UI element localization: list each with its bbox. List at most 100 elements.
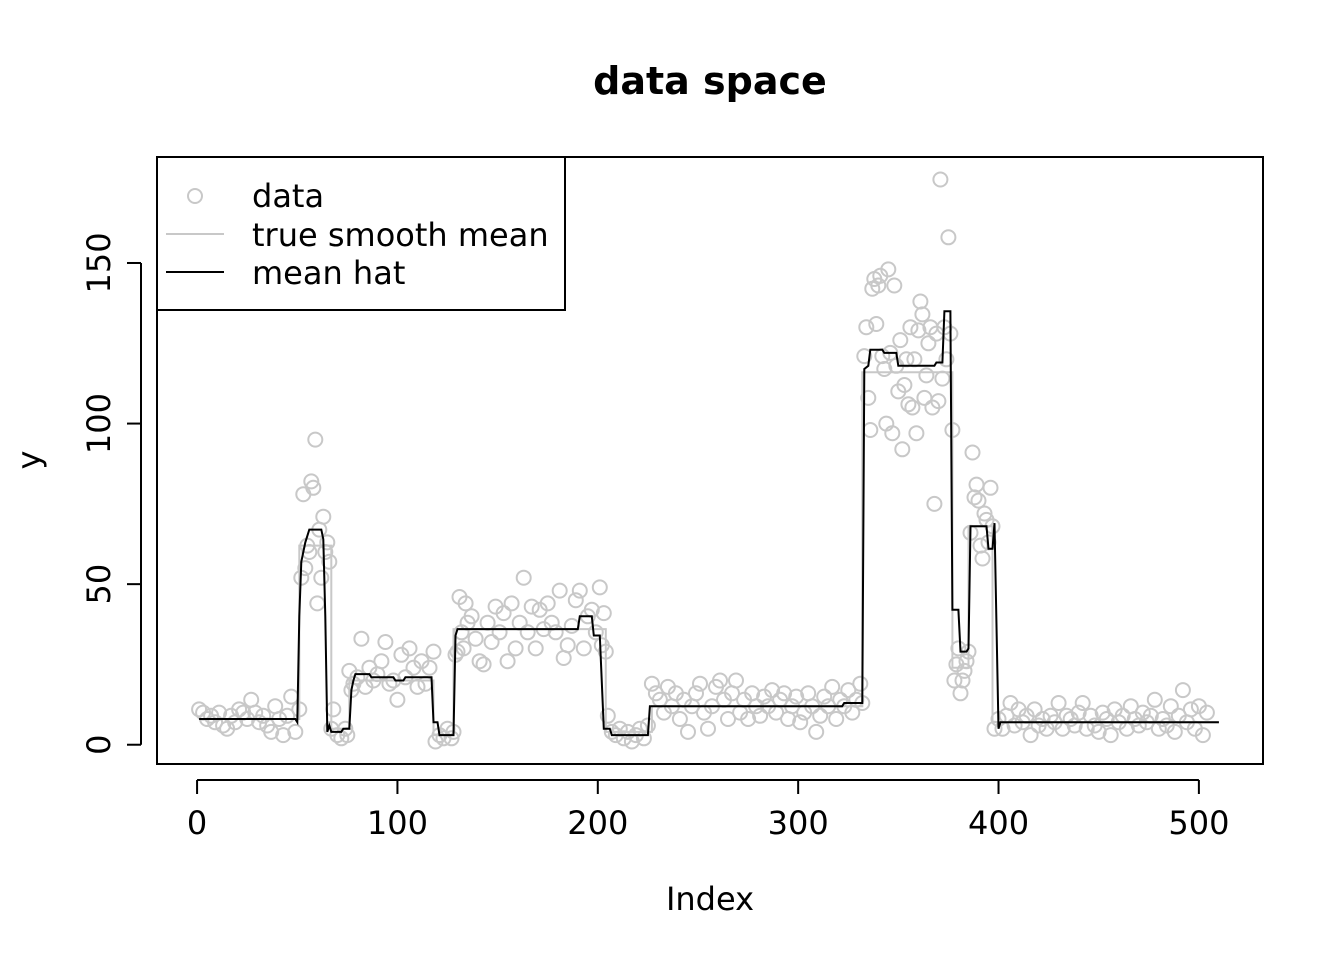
- data-point: [255, 707, 272, 724]
- data-point: [467, 630, 484, 647]
- data-point: [231, 701, 248, 718]
- data-point: [475, 656, 492, 673]
- data-point: [932, 171, 949, 188]
- data-point: [1022, 727, 1039, 744]
- data-point: [908, 425, 925, 442]
- data-point: [1174, 682, 1191, 699]
- data-point: [902, 319, 919, 336]
- plot-frame: [156, 156, 1264, 765]
- data-point: [321, 553, 338, 570]
- data-point: [479, 614, 496, 631]
- data-point: [976, 505, 993, 522]
- data-point: [916, 389, 933, 406]
- data-point: [539, 595, 556, 612]
- data-point: [551, 582, 568, 599]
- x-tick-label: 300: [768, 804, 829, 842]
- data-point: [692, 675, 708, 692]
- true-smooth-mean-line: [199, 371, 1219, 737]
- chart-title: data space: [593, 59, 827, 103]
- data-point: [952, 685, 969, 702]
- data-point: [764, 682, 781, 699]
- data-point: [325, 701, 342, 718]
- data-point: [1198, 704, 1215, 721]
- data-point: [816, 688, 833, 705]
- x-tick-label: 200: [567, 804, 628, 842]
- data-point: [886, 277, 903, 294]
- x-tick-label: 0: [187, 804, 207, 842]
- data-point: [491, 624, 508, 641]
- data-point: [643, 675, 660, 692]
- plot-area: [191, 171, 1219, 750]
- data-point: [263, 723, 280, 740]
- data-point: [309, 595, 326, 612]
- data-point: [954, 672, 971, 689]
- x-tick-label: 400: [968, 804, 1029, 842]
- data-point: [968, 476, 985, 493]
- legend-box: [156, 156, 566, 311]
- y-tick-label: 0: [80, 735, 118, 755]
- data-point: [896, 377, 913, 393]
- data-point: [319, 534, 336, 551]
- data-point: [389, 691, 406, 708]
- data-point: [862, 422, 879, 438]
- data-point: [567, 592, 584, 609]
- data-point: [575, 640, 592, 657]
- data-point: [499, 653, 516, 670]
- mean-hat-line: [199, 310, 1219, 737]
- data-point: [852, 675, 869, 692]
- data-point: [938, 351, 955, 368]
- legend-label-mean-hat: mean hat: [252, 254, 405, 292]
- data-point: [563, 617, 580, 634]
- data-point: [515, 569, 532, 586]
- data-point: [315, 508, 332, 525]
- data-point: [1098, 711, 1115, 727]
- data-point: [1146, 691, 1163, 708]
- data-point: [868, 316, 885, 332]
- data-point: [671, 711, 688, 727]
- data-point: [559, 637, 576, 654]
- data-point: [728, 672, 744, 689]
- data-point: [966, 489, 983, 506]
- data-point: [876, 361, 893, 377]
- data-point: [1074, 695, 1091, 711]
- data-point: [934, 370, 951, 387]
- data-point: [377, 634, 394, 650]
- data-point: [421, 659, 438, 676]
- data-point: [191, 701, 208, 718]
- data-point: [920, 335, 937, 352]
- data-point: [401, 640, 418, 657]
- data-point: [591, 579, 608, 596]
- data-point: [700, 720, 716, 737]
- y-tick-label: 100: [80, 393, 118, 454]
- data-point: [910, 322, 927, 339]
- data-point: [1034, 711, 1051, 727]
- data-point: [1102, 727, 1119, 744]
- legend: data true smooth mean mean hat: [156, 156, 566, 311]
- data-point: [904, 399, 921, 416]
- data-point: [287, 723, 304, 740]
- data-point: [914, 306, 931, 323]
- data-point: [417, 675, 434, 692]
- data-point: [892, 332, 909, 349]
- legend-data-symbol: [187, 188, 203, 204]
- data-point: [443, 730, 460, 747]
- data-point: [471, 653, 488, 670]
- data-point: [349, 669, 366, 686]
- data-point: [207, 714, 224, 731]
- x-tick-label: 100: [367, 804, 428, 842]
- data-point: [972, 537, 989, 554]
- data-point: [870, 277, 887, 294]
- data-point: [571, 582, 588, 599]
- data-point: [880, 261, 897, 278]
- legend-label-true-smooth-mean: true smooth mean: [252, 216, 549, 254]
- data-point: [1194, 727, 1211, 744]
- data-point: [884, 425, 901, 442]
- data-point: [946, 672, 963, 689]
- data-point: [547, 624, 564, 641]
- data-point: [303, 473, 320, 490]
- data-point: [295, 486, 312, 503]
- data-point: [956, 662, 973, 679]
- y-tick-label: 50: [80, 564, 118, 605]
- data-point: [1026, 701, 1043, 718]
- x-tick-label: 500: [1168, 804, 1229, 842]
